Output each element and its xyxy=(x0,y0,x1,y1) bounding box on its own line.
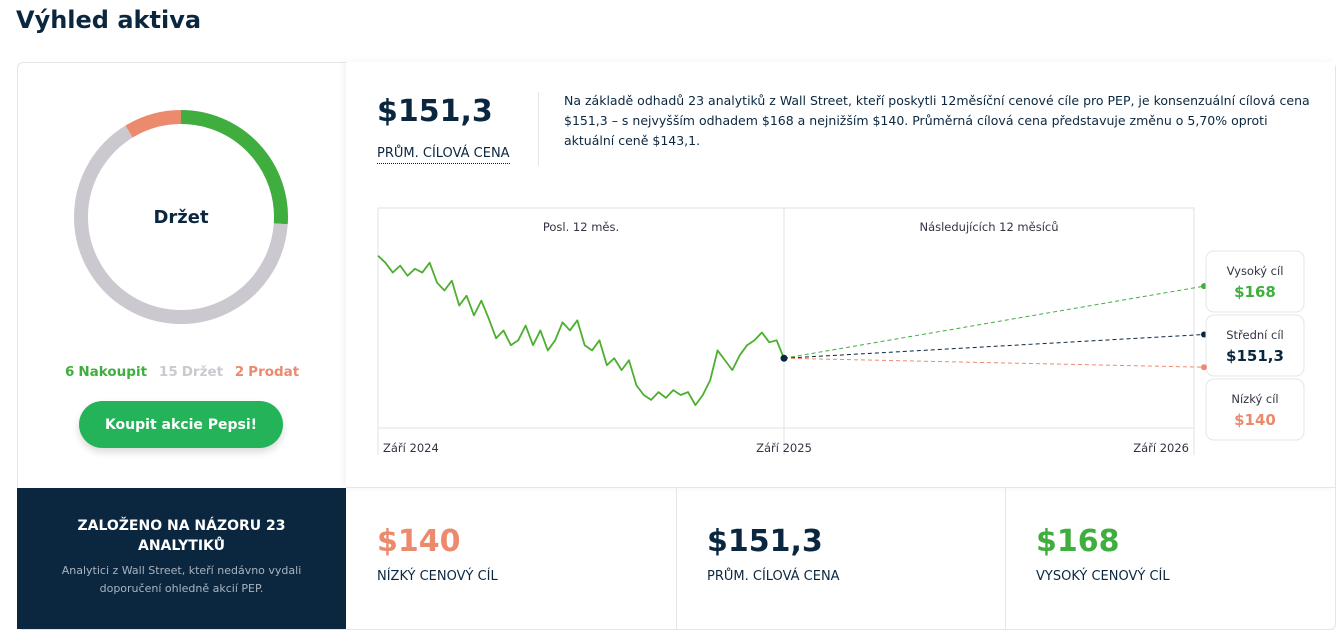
basis-title: ZALOŽENO NA NÁZORU 23 ANALYTIKŮ xyxy=(77,518,286,554)
legend-name: Nakoupit xyxy=(78,364,147,380)
donut-segment xyxy=(125,110,182,138)
legend-entry: 15 Držet xyxy=(159,364,224,380)
x-tick-label: Září 2024 xyxy=(383,441,439,455)
basis-text: Analytici z Wall Street, kteří nedávno v… xyxy=(61,564,302,595)
price-line xyxy=(377,255,785,407)
legend-entry: 6 Nakoupit xyxy=(65,364,148,380)
card-value: $140 xyxy=(377,524,461,559)
divider xyxy=(346,487,1335,488)
divider xyxy=(1005,488,1006,629)
target-panel xyxy=(346,62,1335,488)
target-box xyxy=(1205,314,1305,377)
legend-name: Držet xyxy=(182,364,224,380)
card: $140 NÍZKÝ CENOVÝ CÍL xyxy=(377,524,498,584)
average-price-label: PRŮM. CÍLOVÁ CENA xyxy=(377,146,510,164)
donut-center-label: Držet xyxy=(153,207,209,228)
target-name: Vysoký cíl xyxy=(1227,264,1284,278)
donut-segment xyxy=(74,125,288,324)
average-price: $151,3 xyxy=(377,94,493,129)
legend-count: 2 xyxy=(235,364,244,380)
divider xyxy=(676,488,677,629)
card: $168 VYSOKÝ CENOVÝ CÍL xyxy=(1036,524,1170,584)
period-label: Posl. 12 měs. xyxy=(543,220,619,234)
legend-count: 15 xyxy=(159,364,178,380)
x-tick-label: Září 2026 xyxy=(1133,441,1189,455)
description: Na základě odhadů 23 analytiků z Wall St… xyxy=(564,93,1310,148)
target-name: Střední cíl xyxy=(1226,328,1284,342)
buy-button[interactable]: Koupit akcie Pepsi! xyxy=(79,401,283,448)
basis-panel: ZALOŽENO NA NÁZORU 23 ANALYTIKŮ Analytic… xyxy=(17,488,346,629)
page-title: Výhled aktiva xyxy=(16,6,202,34)
target-box xyxy=(1205,378,1305,441)
target-dot xyxy=(1201,364,1207,371)
chart-frame xyxy=(377,207,1195,429)
card-label: PRŮM. CÍLOVÁ CENA xyxy=(707,569,840,584)
card-label: NÍZKÝ CENOVÝ CÍL xyxy=(377,569,498,584)
period-label: Následujících 12 měsíců xyxy=(919,220,1058,234)
card: $151,3 PRŮM. CÍLOVÁ CENA xyxy=(707,524,840,584)
target-value: $151,3 xyxy=(1226,347,1284,365)
legend-entry: 2 Prodat xyxy=(235,364,300,380)
card-label: VYSOKÝ CENOVÝ CÍL xyxy=(1036,569,1170,584)
donut-segment xyxy=(180,110,288,225)
target-line xyxy=(783,357,1205,368)
target-box xyxy=(1205,250,1305,313)
current-dot xyxy=(780,354,788,362)
x-tick-label: Září 2025 xyxy=(756,441,812,455)
target-name: Nízký cíl xyxy=(1231,392,1278,406)
divider xyxy=(538,92,539,166)
card-value: $151,3 xyxy=(707,524,823,559)
target-line xyxy=(783,285,1205,359)
target-value: $140 xyxy=(1234,411,1276,429)
legend-count: 6 xyxy=(65,364,74,380)
target-value: $168 xyxy=(1234,283,1276,301)
target-line xyxy=(783,334,1205,359)
legend-name: Prodat xyxy=(248,364,300,380)
card-value: $168 xyxy=(1036,524,1120,559)
